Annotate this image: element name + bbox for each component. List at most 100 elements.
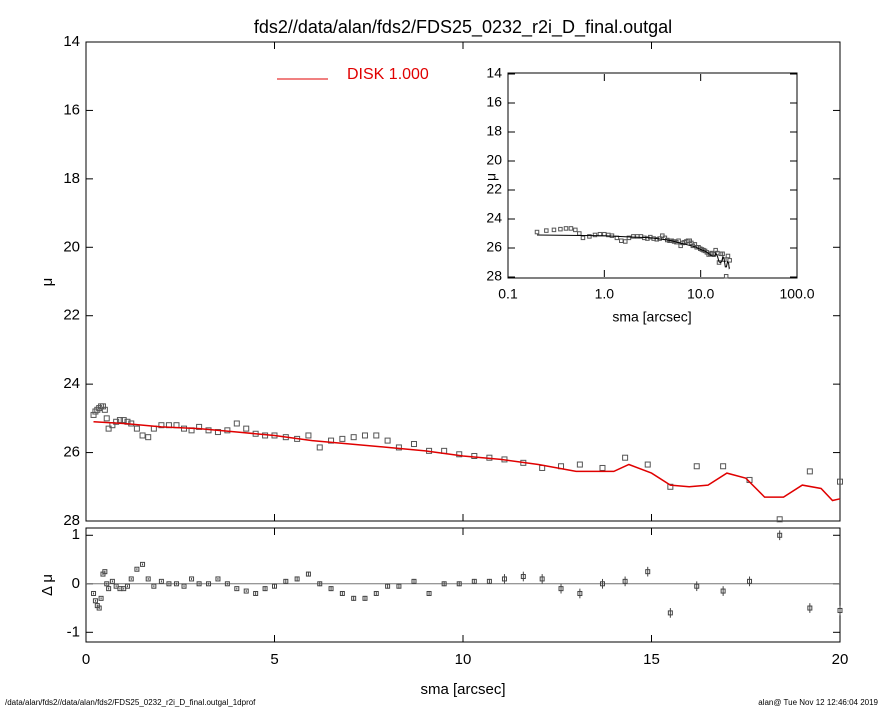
residual-point	[539, 576, 545, 582]
residual-point	[283, 578, 289, 584]
data-point	[139, 432, 146, 439]
residual-point	[501, 576, 507, 582]
y-tick-label: 16	[486, 94, 502, 110]
residual-point	[426, 590, 432, 596]
residual-point	[520, 574, 526, 580]
data-point	[576, 461, 583, 468]
residual-point	[351, 595, 357, 601]
error-bar	[215, 576, 221, 582]
residual-point	[173, 581, 179, 587]
residual-point	[98, 595, 104, 601]
data-point	[558, 226, 563, 232]
data-point	[94, 406, 101, 413]
residual-point	[262, 586, 268, 592]
inset-frame	[507, 72, 798, 279]
error-bar	[166, 581, 172, 587]
y-tick-label: 14	[486, 65, 502, 81]
residual-point	[837, 607, 843, 613]
data-point	[350, 434, 357, 441]
x-tick-label: 0	[82, 651, 90, 668]
data-point	[551, 227, 557, 233]
error-bar	[599, 578, 605, 589]
residual-point	[253, 590, 259, 596]
data-point	[534, 229, 540, 235]
error-bar	[362, 595, 368, 601]
data-point	[573, 227, 578, 233]
error-bar	[539, 574, 545, 584]
residual-point	[158, 578, 164, 584]
x-tick-label: 20	[832, 651, 849, 668]
x-axis-label: sma [arcsec]	[420, 681, 505, 698]
residual-point	[396, 583, 402, 589]
residual-point	[104, 581, 110, 587]
data-point	[101, 406, 108, 413]
x-tick-label: 5	[270, 651, 278, 668]
data-point	[837, 478, 843, 485]
error-bar	[456, 581, 462, 587]
error-bar	[441, 581, 447, 587]
data-point	[113, 418, 120, 425]
data-point	[90, 411, 97, 418]
x-tick-label: 100.0	[779, 286, 814, 302]
data-point	[723, 274, 729, 279]
residual-point	[106, 586, 112, 592]
residual-point	[128, 576, 134, 582]
error-bar	[471, 578, 477, 584]
residual-point	[243, 588, 249, 594]
residual-point	[373, 590, 379, 596]
error-bar	[622, 576, 628, 587]
error-bar	[328, 586, 334, 592]
data-point	[196, 423, 203, 430]
data-point	[361, 432, 368, 439]
error-bar	[501, 574, 507, 584]
data-point	[720, 251, 725, 257]
y-axis-label: Δ μ	[39, 574, 56, 596]
residual-point	[234, 586, 240, 592]
data-point	[568, 226, 574, 231]
residual-point	[145, 576, 151, 582]
error-bar	[92, 598, 98, 604]
error-bar	[373, 590, 379, 596]
residual-point	[720, 588, 726, 594]
error-bar	[124, 583, 130, 589]
data-point	[243, 425, 250, 432]
data-point	[316, 444, 323, 451]
residual-point	[181, 583, 187, 589]
data-point	[587, 234, 592, 239]
residual-point	[196, 581, 202, 587]
residual-point	[362, 595, 368, 601]
y-axis-label: μ	[483, 173, 499, 181]
error-bar	[253, 590, 259, 596]
error-bar	[837, 605, 843, 616]
residual-point	[102, 569, 108, 575]
error-bar	[283, 578, 289, 584]
model-line	[93, 421, 841, 502]
residual-point	[328, 586, 334, 592]
error-bar	[173, 581, 179, 587]
y-tick-label: 28	[63, 512, 80, 529]
error-bar	[426, 590, 432, 596]
residual-point	[166, 581, 172, 587]
residual-point	[558, 586, 564, 592]
error-bar	[351, 595, 357, 601]
data-point	[456, 451, 463, 458]
data-point	[599, 464, 606, 471]
residual-point	[91, 590, 97, 596]
data-point	[720, 463, 727, 470]
residual-point	[486, 578, 492, 584]
residual-point	[471, 578, 477, 584]
error-bar	[262, 586, 268, 592]
residual-point	[272, 583, 277, 589]
data-point	[563, 226, 569, 231]
y-tick-label: 24	[63, 375, 80, 392]
footer-right: alan@ Tue Nov 12 12:46:04 2019	[758, 698, 878, 707]
data-point	[410, 441, 417, 448]
data-point	[158, 422, 165, 429]
data-point	[806, 468, 813, 475]
error-bar	[272, 583, 277, 589]
error-bar	[109, 578, 115, 584]
error-bar	[396, 583, 402, 589]
error-bar	[243, 588, 249, 594]
residual-point	[151, 583, 157, 589]
